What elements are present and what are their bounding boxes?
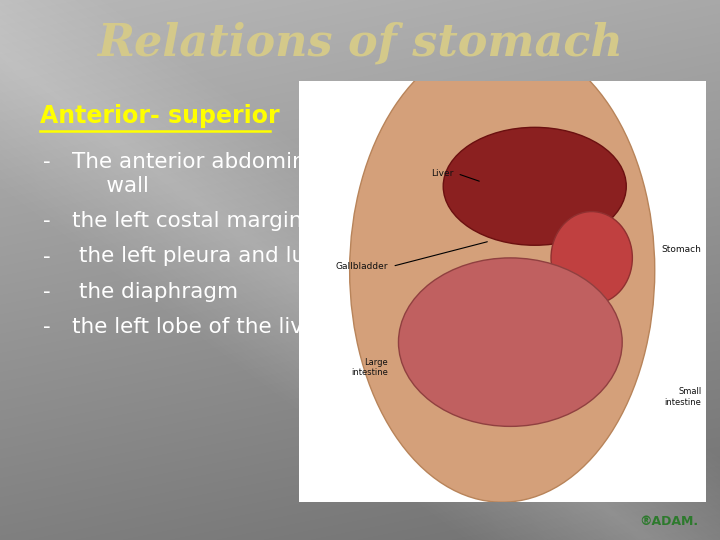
Ellipse shape (444, 127, 626, 245)
FancyBboxPatch shape (299, 81, 706, 502)
Ellipse shape (350, 39, 654, 502)
Text: Anterior- superior: Anterior- superior (40, 104, 279, 128)
Text: -: - (43, 281, 50, 302)
Text: the left pleura and lung: the left pleura and lung (72, 246, 333, 267)
Text: Large
intestine: Large intestine (351, 357, 388, 377)
Text: Liver: Liver (431, 169, 454, 178)
Text: The anterior abdominal: The anterior abdominal (72, 152, 325, 172)
Text: -: - (43, 152, 50, 172)
Text: ®ADAM.: ®ADAM. (639, 515, 698, 528)
Ellipse shape (398, 258, 622, 427)
Text: the left costal margin: the left costal margin (72, 211, 302, 232)
Text: -: - (43, 246, 50, 267)
Text: -: - (43, 316, 50, 337)
Text: wall: wall (72, 176, 149, 197)
Text: Small
intestine: Small intestine (665, 387, 701, 407)
Ellipse shape (551, 212, 632, 304)
Text: Relations of stomach: Relations of stomach (97, 22, 623, 65)
Text: -: - (43, 211, 50, 232)
Text: Stomach: Stomach (662, 245, 701, 254)
Text: Gallbladder: Gallbladder (336, 262, 388, 271)
Text: the diaphragm: the diaphragm (72, 281, 238, 302)
Text: the left lobe of the liver: the left lobe of the liver (72, 316, 325, 337)
